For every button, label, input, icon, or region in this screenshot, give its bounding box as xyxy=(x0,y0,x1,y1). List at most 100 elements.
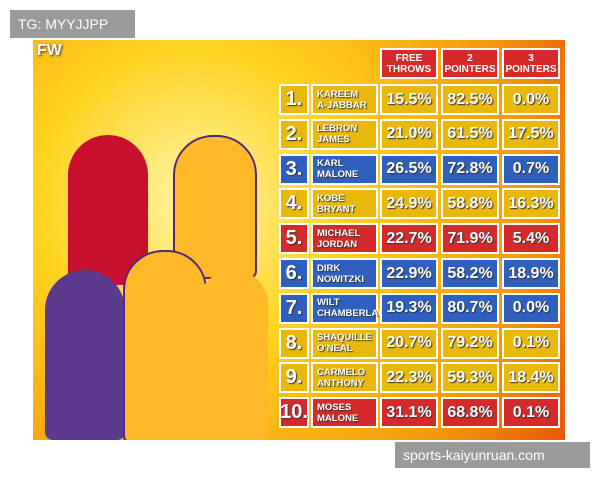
player-name: KOBE BRYANT xyxy=(311,188,378,220)
percentage-text: 72.8% xyxy=(447,160,493,178)
percentage: 31.1% xyxy=(380,397,438,429)
first-name: KOBE xyxy=(317,192,345,204)
rank-text: 5. xyxy=(285,227,303,250)
percentage: 17.5% xyxy=(502,118,560,150)
percentage-text: 5.4% xyxy=(512,229,550,247)
rank-text: 8. xyxy=(285,331,303,354)
percentage-text: 15.5% xyxy=(386,90,432,108)
rank-text: 6. xyxy=(285,262,303,284)
last-name: ANTHONY xyxy=(317,377,364,389)
first-name: KARL xyxy=(317,158,344,170)
percentage-text: 21.0% xyxy=(386,125,432,143)
percentage-text: 16.3% xyxy=(508,194,554,212)
first-name: WILT xyxy=(317,297,340,309)
percentage-text: 61.5% xyxy=(447,125,493,143)
player-name: LEBRON JAMES xyxy=(311,118,378,150)
player-name: KAREEM A-JABBAR xyxy=(311,84,378,115)
percentage: 19.3% xyxy=(380,292,438,324)
percentage: 59.3% xyxy=(441,362,499,394)
rank: 9. xyxy=(279,362,309,394)
first-name: LEBRON xyxy=(317,123,358,135)
rank-text: 10. xyxy=(280,401,308,424)
percentage-text: 24.9% xyxy=(386,194,432,212)
player-name: MICHAEL JORDAN xyxy=(311,223,378,255)
percentage-text: 26.5% xyxy=(386,160,432,178)
percentage: 22.3% xyxy=(380,362,438,394)
percentage-text: 0.1% xyxy=(512,403,550,421)
percentage-text: 22.3% xyxy=(386,368,432,386)
header-line: POINTERS xyxy=(444,63,496,75)
percentage-text: 58.2% xyxy=(447,264,493,282)
percentage-text: 0.0% xyxy=(512,299,550,317)
percentage-text: 0.7% xyxy=(512,160,550,178)
player-name: CARMELO ANTHONY xyxy=(311,362,378,394)
player xyxy=(198,270,268,440)
percentage: 18.9% xyxy=(502,258,560,289)
percentage: 72.8% xyxy=(441,153,499,185)
column-header: 2 POINTERS xyxy=(441,48,499,79)
percentage-text: 22.7% xyxy=(386,229,432,247)
last-name: JAMES xyxy=(317,134,350,146)
percentage: 80.7% xyxy=(441,292,499,324)
percentage-text: 22.9% xyxy=(386,264,432,282)
percentage-text: 0.1% xyxy=(512,334,550,352)
first-name: MICHAEL xyxy=(317,227,361,239)
percentage: 26.5% xyxy=(380,153,438,185)
header-line: POINTERS xyxy=(505,63,557,75)
percentage: 16.3% xyxy=(502,188,560,220)
percentage: 82.5% xyxy=(441,84,499,115)
percentage: 61.5% xyxy=(441,118,499,150)
percentage-text: 18.4% xyxy=(508,368,554,386)
percentage-text: 17.5% xyxy=(508,125,554,143)
percentage-text: 71.9% xyxy=(447,229,493,247)
last-name: O'NEAL xyxy=(317,343,353,355)
header-line: 2 xyxy=(467,52,473,64)
first-name: CARMELO xyxy=(317,366,366,378)
percentage-text: 20.7% xyxy=(386,334,432,352)
player-name: MOSES MALONE xyxy=(311,397,378,429)
column-header: 3 POINTERS xyxy=(502,48,560,79)
percentage: 58.8% xyxy=(441,188,499,220)
percentage-text: 58.8% xyxy=(447,194,493,212)
rank-text: 7. xyxy=(285,296,303,319)
rank: 4. xyxy=(279,188,309,220)
last-name: CHAMBERLAIN xyxy=(317,308,388,320)
rank: 10. xyxy=(279,397,309,429)
percentage: 18.4% xyxy=(502,362,560,394)
player xyxy=(45,270,125,440)
percentage: 0.1% xyxy=(502,327,560,359)
last-name: MALONE xyxy=(317,412,359,424)
percentage: 0.0% xyxy=(502,292,560,324)
percentage-text: 59.3% xyxy=(447,368,493,386)
column-header: FREE THROWS xyxy=(380,48,438,79)
rank: 8. xyxy=(279,327,309,359)
rank: 5. xyxy=(279,223,309,255)
percentage-text: 82.5% xyxy=(447,90,493,108)
rank: 6. xyxy=(279,258,309,289)
player xyxy=(123,250,207,440)
first-name: KAREEM xyxy=(317,88,359,100)
percentage-text: 68.8% xyxy=(447,403,493,421)
rank-text: 1. xyxy=(285,88,303,110)
footer-url: sports-kaiyunruan.com xyxy=(395,442,590,468)
header-line: THROWS xyxy=(386,63,432,75)
logo: FW xyxy=(37,42,62,59)
last-name: MALONE xyxy=(317,169,359,181)
first-name: SHAQUILLE xyxy=(317,332,372,344)
percentage: 0.0% xyxy=(502,84,560,115)
rank: 2. xyxy=(279,118,309,150)
watermark: TG: MYYJJPP xyxy=(10,10,135,38)
percentage-text: 18.9% xyxy=(508,264,554,282)
first-name: DIRK xyxy=(317,262,341,274)
player-name: SHAQUILLE O'NEAL xyxy=(311,327,378,359)
rank-text: 3. xyxy=(285,157,303,180)
rank-text: 2. xyxy=(285,122,303,145)
percentage: 21.0% xyxy=(380,118,438,150)
percentage: 0.7% xyxy=(502,153,560,185)
percentage-text: 31.1% xyxy=(386,403,432,421)
percentage: 22.9% xyxy=(380,258,438,289)
percentage-text: 0.0% xyxy=(512,90,550,108)
player-name: DIRK NOWITZKI xyxy=(311,258,378,289)
last-name: BRYANT xyxy=(317,203,356,215)
percentage: 20.7% xyxy=(380,327,438,359)
